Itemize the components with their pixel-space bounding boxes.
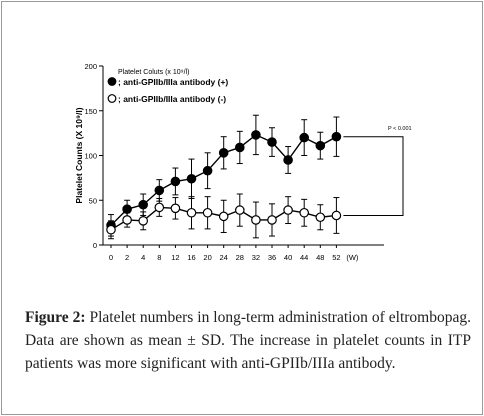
- series-1: [106, 114, 342, 237]
- legend-title: Platelet Coluts (x 10⁹/l): [118, 69, 189, 76]
- data-point: [331, 131, 342, 142]
- x-tick-label: 16: [187, 253, 195, 262]
- data-point: [154, 202, 165, 213]
- chart-annotation: P < 0.001: [343, 126, 412, 216]
- data-point: [122, 215, 132, 225]
- p-value-annotation: P < 0.001: [388, 126, 412, 132]
- series-2: [106, 193, 342, 240]
- x-tick-label: 40: [284, 253, 292, 262]
- data-point: [202, 207, 213, 218]
- x-tick-label: 48: [316, 253, 324, 262]
- y-tick-label: 150: [84, 107, 97, 116]
- x-tick-label: 12: [171, 253, 179, 262]
- x-tick-label: 36: [268, 253, 276, 262]
- data-point: [154, 185, 165, 196]
- data-point: [186, 207, 197, 218]
- legend-marker: [107, 94, 117, 103]
- legend-label: ; anti-GPIIb/IIIa antibody (-): [118, 94, 226, 104]
- data-point: [283, 155, 293, 165]
- data-point: [299, 132, 309, 143]
- x-tick-label: 0: [109, 253, 113, 262]
- x-tick-label: 52: [332, 253, 340, 262]
- x-tick-label: 4: [141, 253, 145, 262]
- y-tick-label: 200: [84, 62, 97, 71]
- legend-marker: [107, 77, 117, 86]
- data-point: [202, 165, 213, 176]
- figure-label: Figure 2:: [25, 309, 86, 326]
- x-tick-label: 8: [157, 253, 161, 262]
- figure-caption: Figure 2: Platelet numbers in long-term …: [25, 306, 471, 375]
- data-point: [235, 142, 245, 153]
- data-point: [299, 207, 309, 218]
- data-point: [106, 224, 116, 235]
- y-tick-label: 0: [93, 241, 97, 250]
- data-point: [186, 173, 197, 184]
- data-point: [138, 216, 148, 226]
- data-point: [315, 140, 326, 151]
- x-tick-label: 20: [203, 253, 211, 262]
- data-point: [331, 210, 342, 221]
- x-tick-label: 24: [220, 253, 228, 262]
- y-tick-label: 100: [84, 152, 97, 161]
- caption-text: Platelet numbers in long-term administra…: [25, 309, 471, 372]
- y-tick-label: 50: [89, 196, 97, 205]
- chart-legend: Platelet Coluts (x 10⁹/l); anti-GPIIb/II…: [107, 69, 228, 104]
- x-tick-label: 28: [236, 253, 244, 262]
- y-axis-label: Platelet Counts (X 10⁹/l): [74, 107, 84, 203]
- data-point: [170, 203, 181, 214]
- x-tick-label: 32: [252, 253, 260, 262]
- data-point: [235, 205, 245, 215]
- data-point: [267, 137, 277, 147]
- x-axis-unit: (W): [346, 253, 359, 262]
- data-point: [218, 211, 229, 222]
- x-tick-label: 2: [125, 253, 129, 262]
- data-point: [251, 215, 261, 225]
- x-tick-label: 44: [300, 253, 308, 262]
- legend-label: ; anti-GPIIb/IIIa antibody (+): [118, 77, 228, 87]
- data-point: [170, 176, 181, 187]
- data-point: [251, 130, 261, 140]
- data-point: [267, 215, 277, 225]
- data-point: [283, 205, 293, 215]
- data-point: [315, 212, 326, 223]
- significance-bracket: [343, 136, 404, 216]
- data-point: [138, 199, 148, 210]
- data-point: [122, 204, 132, 214]
- data-point: [218, 148, 229, 158]
- chart-series: [106, 114, 342, 240]
